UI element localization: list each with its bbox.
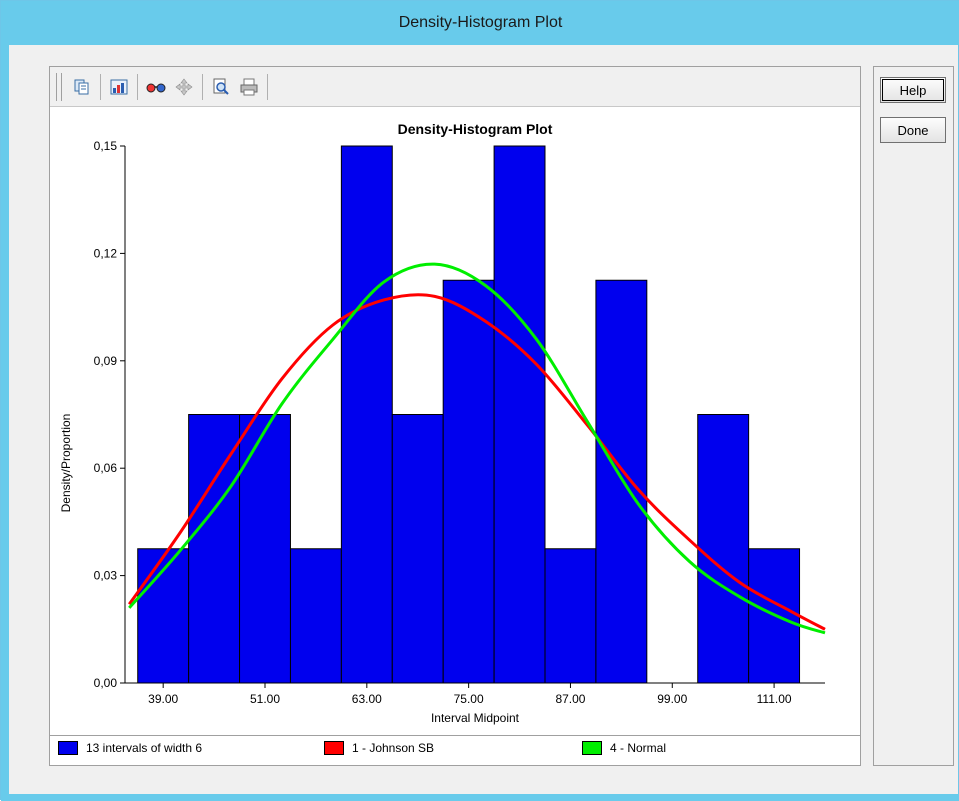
histogram-bar xyxy=(340,145,393,684)
glasses-icon[interactable] xyxy=(145,76,167,98)
histogram-bar xyxy=(697,414,750,684)
chart-panel: Density-Histogram Plot Interval Midpoint… xyxy=(49,66,861,766)
done-button[interactable]: Done xyxy=(880,117,946,143)
x-tick-label: 75.00 xyxy=(454,692,484,706)
histogram-bar xyxy=(442,279,495,684)
histogram-bar xyxy=(595,279,648,684)
window-title: Density-Histogram Plot xyxy=(398,14,563,31)
x-tick-label: 39.00 xyxy=(148,692,178,706)
toolbar-separator xyxy=(100,73,101,100)
density-curve-1-johnson-sb xyxy=(128,293,826,631)
legend-item-histogram: 13 intervals of width 6 xyxy=(58,741,202,755)
chart-properties-icon[interactable] xyxy=(108,76,130,98)
copy-icon[interactable] xyxy=(71,76,93,98)
legend-swatch xyxy=(582,741,602,755)
legend-label: 13 intervals of width 6 xyxy=(86,741,203,755)
toolbar-separator xyxy=(267,73,268,100)
density-curve-4-normal xyxy=(128,262,826,635)
histogram-bar xyxy=(289,548,342,684)
window-frame-left xyxy=(1,45,9,801)
histogram-bar xyxy=(239,414,291,684)
window-frame-bottom xyxy=(1,794,959,801)
density-histogram-chart: Density-Histogram Plot Interval Midpoint… xyxy=(59,121,826,725)
legend-label: 1 - Johnson SB xyxy=(352,741,435,755)
y-axis-label: Density/Proportion xyxy=(59,414,73,513)
x-tick-label: 51.00 xyxy=(250,692,280,706)
legend-label: 4 - Normal xyxy=(610,741,667,755)
plot-area: Density-Histogram Plot Interval Midpoint… xyxy=(50,108,860,734)
x-tick-label: 111.00 xyxy=(757,692,792,706)
x-tick-label: 87.00 xyxy=(555,692,585,706)
print-icon[interactable] xyxy=(238,76,260,98)
legend-swatch xyxy=(58,741,78,755)
histogram-bar xyxy=(493,145,546,684)
chart-toolbar xyxy=(50,67,860,107)
y-tick-label: 0,06 xyxy=(94,461,118,475)
y-tick-label: 0,03 xyxy=(94,569,118,583)
y-tick-label: 0,12 xyxy=(94,246,118,260)
histogram-bar xyxy=(544,548,597,684)
help-button[interactable]: Help xyxy=(880,77,946,103)
x-tick-label: 99.00 xyxy=(657,692,687,706)
y-tick-label: 0,00 xyxy=(94,676,118,690)
x-axis-label: Interval Midpoint xyxy=(431,711,520,725)
y-tick-label: 0,15 xyxy=(94,139,118,153)
x-tick-label: 63.00 xyxy=(352,692,382,706)
toolbar-grip[interactable] xyxy=(56,72,62,101)
window-title-bar: Density-Histogram Plot xyxy=(1,1,959,45)
legend-item-normal: 4 - Normal xyxy=(582,741,666,755)
zoom-icon[interactable] xyxy=(210,76,232,98)
histogram-bar xyxy=(391,414,444,684)
chart-legend: 13 intervals of width 6 1 - Johnson SB 4… xyxy=(50,735,860,765)
toolbar-separator xyxy=(137,73,138,100)
toolbar-separator xyxy=(202,73,203,100)
side-button-panel: Help Done xyxy=(873,66,954,766)
y-tick-label: 0,09 xyxy=(94,354,118,368)
legend-swatch xyxy=(324,741,344,755)
move-icon[interactable] xyxy=(173,76,195,98)
chart-title: Density-Histogram Plot xyxy=(398,121,553,137)
legend-item-johnson-sb: 1 - Johnson SB xyxy=(324,741,434,755)
